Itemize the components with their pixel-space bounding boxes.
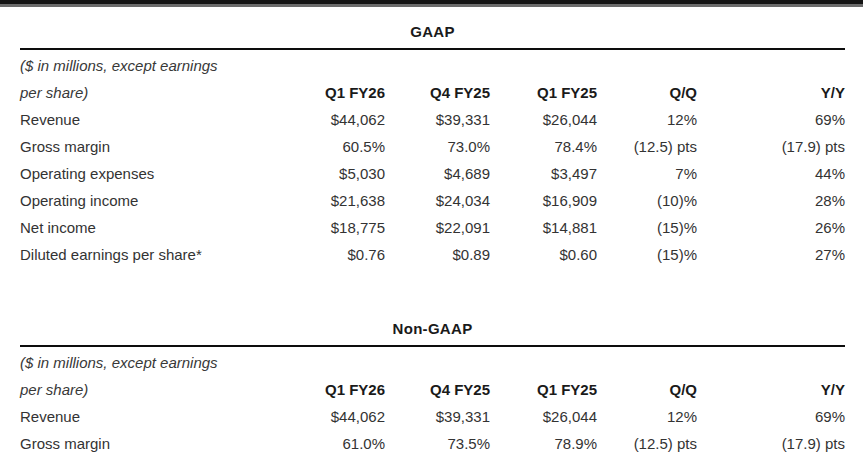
row-value: 69% [697,403,845,430]
row-value: $44,062 [260,403,385,430]
column-header-q4fy25: Q4 FY25 [385,376,490,403]
row-value: $24,034 [385,187,490,214]
row-value: $26,044 [490,403,597,430]
row-value: 12% [597,106,697,133]
row-value: $39,331 [385,403,490,430]
row-value: (15)% [597,214,697,241]
gaap-header-row: per share) Q1 FY26 Q4 FY25 Q1 FY25 Q/Q Y… [20,79,845,106]
row-value: $26,044 [490,106,597,133]
row-value: $44,062 [260,106,385,133]
non-gaap-section: Non-GAAP ($ in millions, except earnings… [20,312,845,454]
row-value: (12.5) pts [597,133,697,160]
row-value: 7% [597,160,697,187]
row-label: Revenue [20,403,260,430]
row-value: 78.4% [490,133,597,160]
table-row: Gross margin61.0%73.5%78.9%(12.5) pts(17… [20,430,845,454]
row-value: $0.89 [385,241,490,268]
row-label: Operating income [20,187,260,214]
row-value: $16,909 [490,187,597,214]
column-header-qoq: Q/Q [597,79,697,106]
row-value: (15)% [597,241,697,268]
table-row: Revenue$44,062$39,331$26,04412%69% [20,106,845,133]
column-header-q1fy25: Q1 FY25 [490,79,597,106]
row-value: $0.60 [490,241,597,268]
row-value: 12% [597,403,697,430]
row-value: $18,775 [260,214,385,241]
content-area: GAAP ($ in millions, except earnings per… [20,7,845,454]
table-row: Operating expenses$5,030$4,689$3,4977%44… [20,160,845,187]
row-label: Gross margin [20,430,260,454]
column-header-yoy: Y/Y [697,376,845,403]
table-row: Operating income$21,638$24,034$16,909(10… [20,187,845,214]
row-value: (12.5) pts [597,430,697,454]
row-label: Revenue [20,106,260,133]
row-value: 69% [697,106,845,133]
row-value: $3,497 [490,160,597,187]
non-gaap-caption-line2: per share) [20,376,260,403]
gaap-caption-line1: ($ in millions, except earnings [20,50,845,79]
row-value: 27% [697,241,845,268]
row-label: Net income [20,214,260,241]
row-value: $14,881 [490,214,597,241]
non-gaap-table: per share) Q1 FY26 Q4 FY25 Q1 FY25 Q/Q Y… [20,376,845,454]
row-label: Gross margin [20,133,260,160]
row-value: 73.5% [385,430,490,454]
table-row: Gross margin60.5%73.0%78.4%(12.5) pts(17… [20,133,845,160]
table-row: Diluted earnings per share*$0.76$0.89$0.… [20,241,845,268]
non-gaap-caption-line1: ($ in millions, except earnings [20,347,845,376]
row-value: 44% [697,160,845,187]
row-value: $22,091 [385,214,490,241]
gaap-caption-line2: per share) [20,79,260,106]
row-value: $0.76 [260,241,385,268]
row-value: 73.0% [385,133,490,160]
gaap-section: GAAP ($ in millions, except earnings per… [20,7,845,268]
row-label: Diluted earnings per share* [20,241,260,268]
row-value: (10)% [597,187,697,214]
row-value: (17.9) pts [697,430,845,454]
table-row: Revenue$44,062$39,331$26,04412%69% [20,403,845,430]
earnings-summary-page: GAAP ($ in millions, except earnings per… [0,0,863,454]
table-row: Net income$18,775$22,091$14,881(15)%26% [20,214,845,241]
row-value: $5,030 [260,160,385,187]
row-value: 60.5% [260,133,385,160]
column-header-qoq: Q/Q [597,376,697,403]
non-gaap-table-body: Revenue$44,062$39,331$26,04412%69%Gross … [20,403,845,454]
gaap-table-body: Revenue$44,062$39,331$26,04412%69%Gross … [20,106,845,268]
row-value: 78.9% [490,430,597,454]
row-value: 26% [697,214,845,241]
column-header-q4fy25: Q4 FY25 [385,79,490,106]
row-value: 28% [697,187,845,214]
column-header-q1fy25: Q1 FY25 [490,376,597,403]
row-value: $39,331 [385,106,490,133]
row-value: 61.0% [260,430,385,454]
gaap-section-title: GAAP [20,15,845,42]
row-label: Operating expenses [20,160,260,187]
row-value: $21,638 [260,187,385,214]
gaap-table: per share) Q1 FY26 Q4 FY25 Q1 FY25 Q/Q Y… [20,79,845,268]
column-header-q1fy26: Q1 FY26 [260,79,385,106]
non-gaap-header-row: per share) Q1 FY26 Q4 FY25 Q1 FY25 Q/Q Y… [20,376,845,403]
non-gaap-section-title: Non-GAAP [20,312,845,339]
column-header-yoy: Y/Y [697,79,845,106]
row-value: (17.9) pts [697,133,845,160]
row-value: $4,689 [385,160,490,187]
column-header-q1fy26: Q1 FY26 [260,376,385,403]
